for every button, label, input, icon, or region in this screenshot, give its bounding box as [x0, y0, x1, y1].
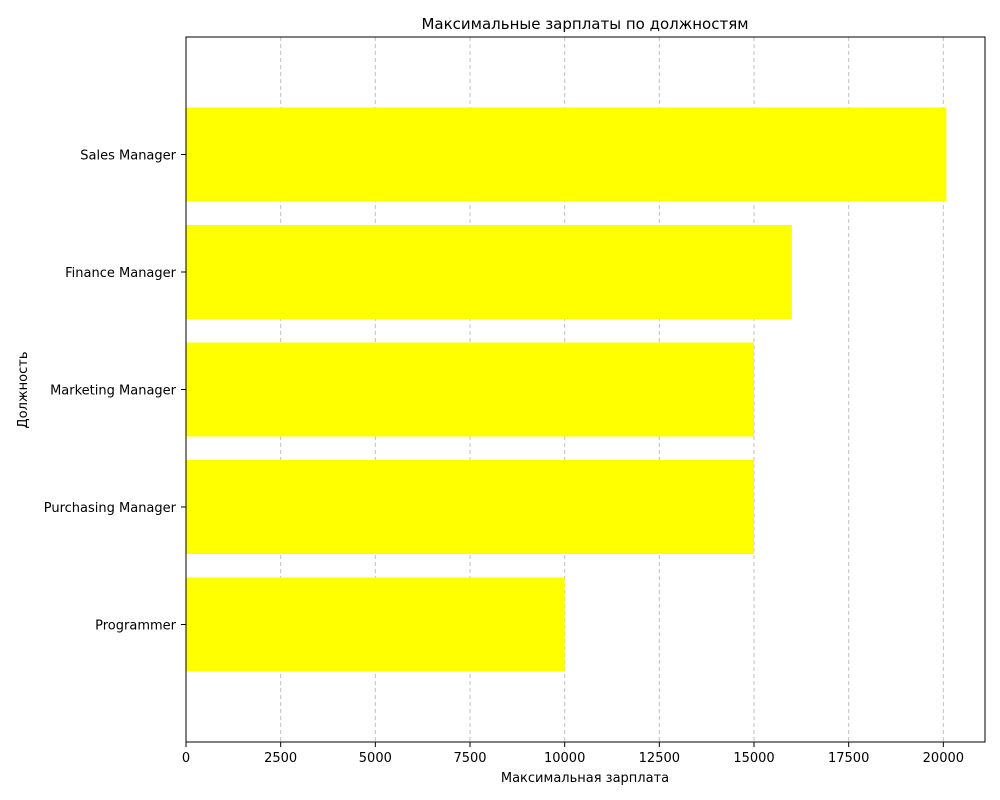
x-tick-label: 0 [182, 751, 190, 766]
x-tick-label: 17500 [828, 751, 869, 766]
y-tick-label: Marketing Manager [50, 384, 177, 399]
y-tick-label: Finance Manager [65, 266, 177, 281]
x-tick-label: 7500 [453, 751, 486, 766]
y-axis: Sales Manager Finance Manager Marketing Ma… [44, 149, 186, 634]
bar [186, 107, 947, 202]
bar [186, 577, 565, 672]
bar [186, 460, 755, 554]
bar [186, 342, 755, 437]
x-tick-label: 5000 [359, 751, 392, 766]
bars [186, 107, 947, 672]
y-axis-label: Должность [16, 352, 31, 429]
x-tick-label: 20000 [923, 751, 964, 766]
x-tick-label: 15000 [733, 751, 774, 766]
y-tick-label: Sales Manager [80, 149, 176, 164]
y-tick-label: Programmer [95, 619, 177, 634]
x-axis-label: Максимальная зарплата [501, 771, 669, 786]
x-tick-label: 10000 [544, 751, 585, 766]
y-tick-label: Purchasing Manager [44, 501, 177, 516]
x-tick-label: 12500 [639, 751, 680, 766]
x-tick-label: 2500 [264, 751, 297, 766]
bar [186, 225, 792, 319]
x-axis: 0 2500 5000 7500 10000 12500 15000 17500 20000 [182, 742, 964, 766]
chart-title: Максимальные зарплаты по должностям [421, 15, 748, 33]
